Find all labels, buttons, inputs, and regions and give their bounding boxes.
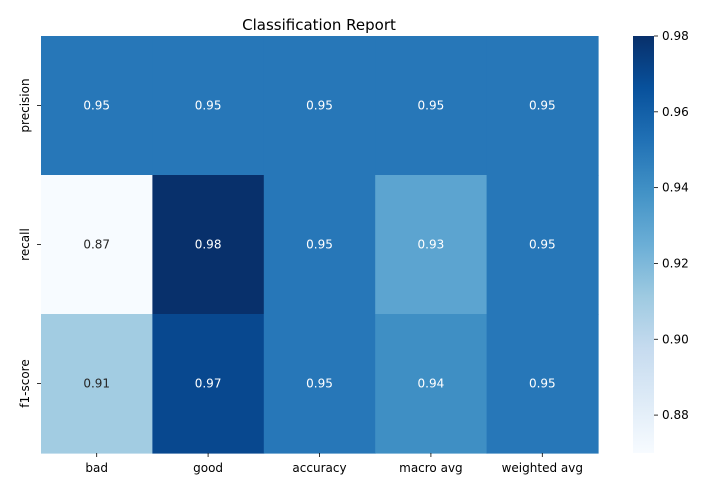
heatmap-cell [152, 36, 265, 176]
heatmap-cell [152, 314, 265, 454]
cell-value-label: 0.95 [529, 99, 556, 113]
colorbar-gradient [633, 36, 654, 453]
heatmap-cell [375, 175, 488, 315]
cell-value-label: 0.97 [195, 377, 222, 391]
heatmap-cell [41, 314, 153, 454]
cell-value-label: 0.95 [418, 99, 445, 113]
cell-value-label: 0.87 [83, 238, 110, 252]
x-tick-label: weighted avg [502, 461, 583, 475]
cell-value-label: 0.91 [83, 377, 110, 391]
x-tick-label: macro avg [399, 461, 463, 475]
y-tick-label: precision [18, 78, 32, 132]
colorbar-tick-label: 0.88 [662, 408, 689, 422]
cell-value-label: 0.95 [306, 238, 333, 252]
colorbar: 0.98 0.96 0.94 0.92 0.90 0.88 [633, 29, 689, 453]
colorbar-tick-label: 0.98 [662, 29, 689, 43]
y-axis: precision recall f1-score [18, 78, 41, 408]
heatmap-cell [41, 36, 153, 176]
heatmap-cell [486, 175, 599, 315]
colorbar-tick-label: 0.90 [662, 332, 689, 346]
cell-value-label: 0.98 [195, 238, 222, 252]
heatmap-cell [375, 36, 488, 176]
cell-value-label: 0.93 [418, 238, 445, 252]
chart-title: Classification Report [242, 16, 396, 34]
heatmap-cell [263, 36, 376, 176]
cell-value-label: 0.95 [83, 99, 110, 113]
heatmap-cell [263, 314, 376, 454]
heatmap-cell [152, 175, 265, 315]
cell-value-label: 0.95 [306, 377, 333, 391]
x-tick-label: good [193, 461, 223, 475]
heatmap-cell [486, 36, 599, 176]
y-tick-label: f1-score [18, 359, 32, 407]
x-tick-label: accuracy [292, 461, 346, 475]
heatmap-cell [263, 175, 376, 315]
colorbar-tick-label: 0.94 [662, 181, 689, 195]
heatmap-cells: 0.95 0.95 0.95 0.95 0.95 0.87 0.98 0.95 0.93 0.95… [41, 36, 599, 454]
cell-value-label: 0.94 [418, 377, 445, 391]
cell-value-label: 0.95 [529, 377, 556, 391]
cell-value-label: 0.95 [306, 99, 333, 113]
colorbar-tick-label: 0.96 [662, 105, 689, 119]
heatmap-cell [486, 314, 599, 454]
heatmap-cell [41, 175, 153, 315]
colorbar-tick-label: 0.92 [662, 256, 689, 270]
y-tick-label: recall [18, 228, 32, 261]
colorbar-ticks: 0.98 0.96 0.94 0.92 0.90 0.88 [654, 29, 689, 422]
cell-value-label: 0.95 [195, 99, 222, 113]
heatmap-cell [375, 314, 488, 454]
cell-value-label: 0.95 [529, 238, 556, 252]
x-axis: bad good accuracy macro avg weighted avg [85, 453, 583, 475]
x-tick-label: bad [85, 461, 108, 475]
